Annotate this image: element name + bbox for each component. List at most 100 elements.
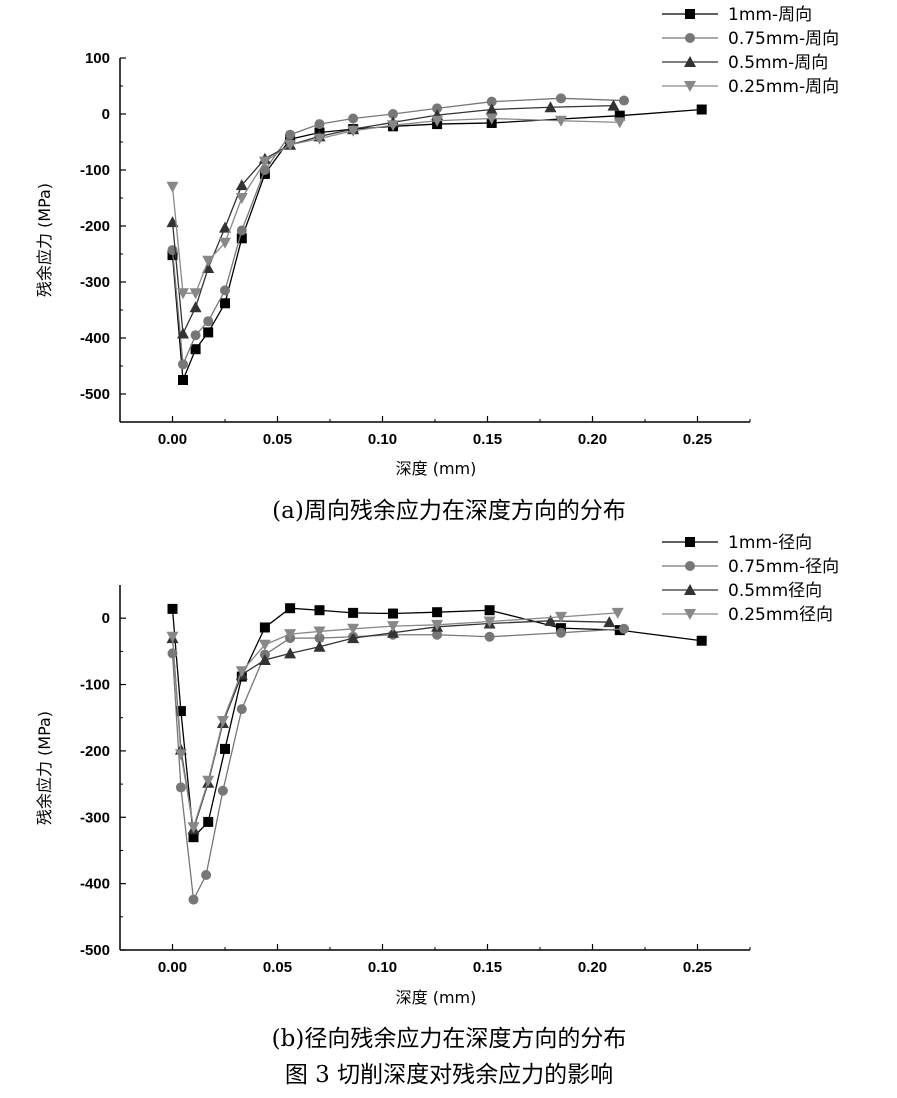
data-point <box>235 179 248 191</box>
x-tick-label: 0.25 <box>683 959 712 976</box>
data-point <box>485 113 498 125</box>
legend-label: 1mm-周向 <box>728 5 812 25</box>
series-3 <box>166 113 626 300</box>
legend-label: 0.5mm径向 <box>728 581 822 601</box>
legend-label: 0.25mm-周向 <box>728 77 839 97</box>
data-point <box>236 233 247 244</box>
data-point <box>178 359 188 370</box>
y-tick-label: -300 <box>80 809 110 826</box>
x-axis-label: 深度 (mm) <box>396 459 477 478</box>
data-point <box>203 816 214 827</box>
data-point <box>167 603 178 614</box>
data-point <box>611 607 624 619</box>
data-point <box>202 775 215 787</box>
data-point <box>432 607 443 618</box>
y-tick-label: -100 <box>80 162 110 179</box>
data-point <box>555 115 567 127</box>
y-tick-label: -100 <box>80 677 110 694</box>
figure-caption: 图 3 切削深度对残余应力的影响 <box>285 1062 613 1088</box>
data-point <box>177 288 189 300</box>
y-tick-label: -500 <box>80 386 110 403</box>
x-tick-label: 0.05 <box>263 959 292 976</box>
legend-marker <box>685 561 695 571</box>
data-point <box>189 301 202 313</box>
legend-marker <box>685 537 695 547</box>
x-tick-label: 0.05 <box>263 431 292 448</box>
y-tick-label: -300 <box>80 274 110 291</box>
data-point <box>284 139 297 151</box>
x-tick-label: 0.15 <box>473 431 502 448</box>
data-point <box>614 110 625 121</box>
data-point <box>347 125 360 137</box>
data-point <box>202 255 215 267</box>
caption-b: (b)径向残余应力在深度方向的分布 <box>272 1026 627 1052</box>
data-point <box>219 221 231 233</box>
data-point <box>190 330 201 341</box>
data-point <box>190 344 201 355</box>
data-point <box>544 614 557 626</box>
data-point <box>187 822 200 834</box>
data-point <box>258 639 271 651</box>
y-tick-label: 0 <box>102 610 110 627</box>
data-point <box>284 629 297 641</box>
data-point <box>189 288 202 300</box>
data-point <box>544 101 557 113</box>
data-point <box>556 627 566 638</box>
data-point <box>219 237 231 249</box>
data-point <box>432 629 443 640</box>
data-point <box>236 225 247 236</box>
x-axis-label: 深度 (mm) <box>396 988 477 1007</box>
x-tick-label: 0.00 <box>158 959 187 976</box>
legend-marker <box>684 56 696 67</box>
legend-marker <box>684 81 696 92</box>
y-tick-label: -400 <box>80 876 110 893</box>
data-point <box>314 119 325 130</box>
data-point <box>220 743 230 754</box>
data-point <box>484 605 495 616</box>
data-point <box>313 626 326 638</box>
data-point <box>166 216 179 228</box>
data-point <box>203 316 214 327</box>
data-point <box>696 635 707 646</box>
x-tick-label: 0.10 <box>368 431 397 448</box>
data-point <box>613 117 626 129</box>
data-point <box>556 93 566 104</box>
x-tick-label: 0.15 <box>473 959 502 976</box>
series-line <box>171 108 702 381</box>
data-point <box>178 375 188 385</box>
series-line <box>171 607 702 839</box>
data-point <box>348 113 359 124</box>
x-tick-label: 0.10 <box>368 959 397 976</box>
y-axis-label: 残余应力 (MPa) <box>35 183 54 297</box>
series-1 <box>167 623 629 905</box>
data-point <box>348 607 359 618</box>
caption-a: (a)周向残余应力在深度方向的分布 <box>272 498 626 524</box>
x-tick-label: 0.20 <box>578 431 607 448</box>
y-tick-label: -500 <box>80 942 110 959</box>
y-tick-label: 0 <box>102 106 110 123</box>
legend-label: 0.25mm径向 <box>728 605 833 625</box>
data-point <box>387 626 399 638</box>
series-1 <box>167 93 629 370</box>
data-point <box>619 95 629 106</box>
data-point <box>201 870 212 881</box>
y-tick-label: 100 <box>85 50 110 67</box>
legend-marker <box>684 584 696 595</box>
legend: 1mm-径向 0.75mm-径向 0.5mm径向 0.25mm径向 <box>662 533 839 625</box>
data-point <box>188 832 199 843</box>
data-point <box>236 704 247 715</box>
data-point <box>347 623 360 635</box>
data-point <box>217 785 228 796</box>
data-point <box>485 103 498 115</box>
x-tick-label: 0.25 <box>683 431 712 448</box>
legend-marker <box>684 609 696 620</box>
x-tick-label: 0.20 <box>578 959 607 976</box>
data-point <box>313 640 326 652</box>
data-point <box>313 133 326 145</box>
legend-label: 0.5mm-周向 <box>728 53 828 73</box>
data-point <box>258 653 271 665</box>
data-point <box>203 327 214 338</box>
data-point <box>696 104 707 115</box>
legend-marker <box>685 9 695 19</box>
